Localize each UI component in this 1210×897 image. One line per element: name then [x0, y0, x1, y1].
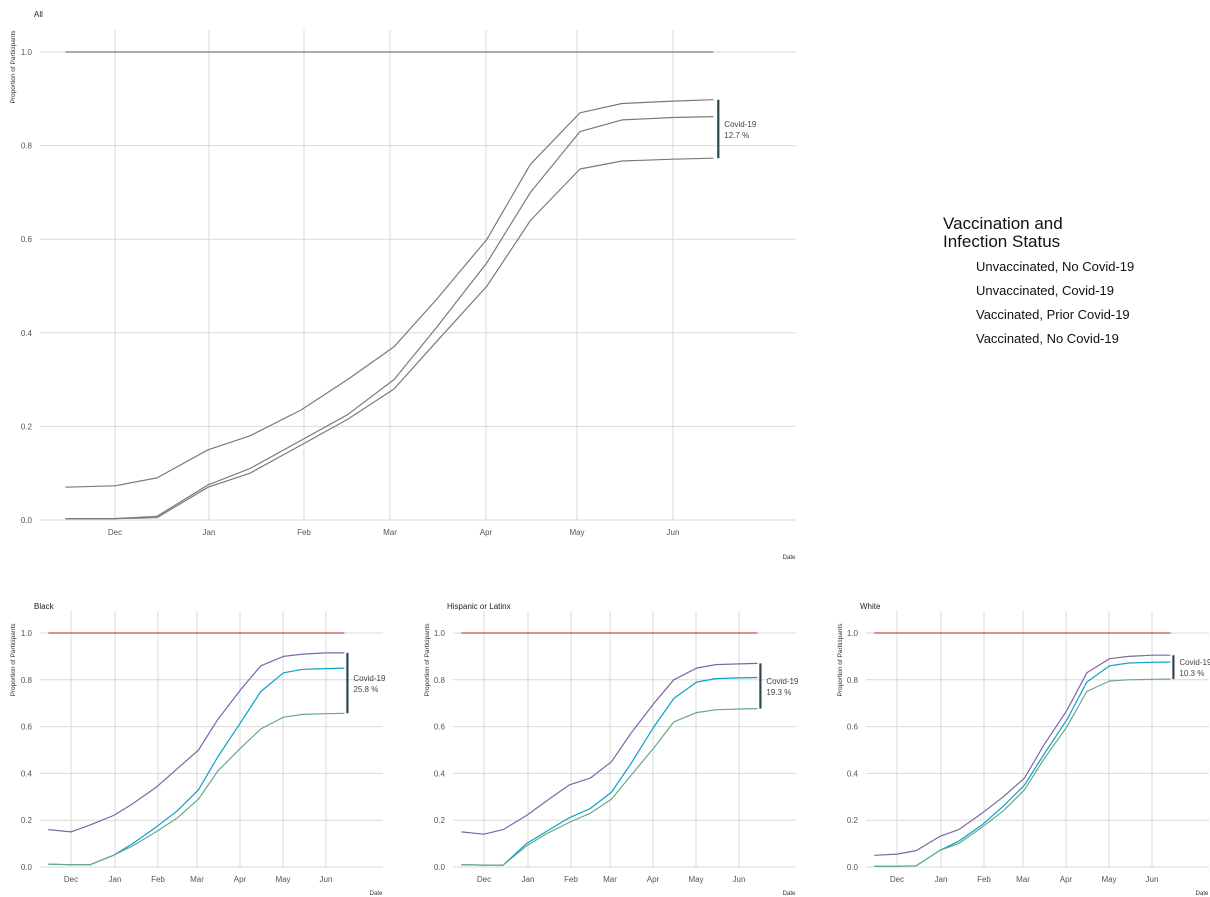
y-axis-label: Proportion of Participants	[10, 30, 17, 104]
x-tick-label: May	[569, 528, 584, 537]
x-tick-label: Apr	[647, 875, 660, 884]
bracket-label: Covid-19	[766, 677, 799, 686]
legend-item-unvaccinated-covid: Unvaccinated, Covid-19	[976, 283, 1115, 298]
series-line-3	[874, 678, 1171, 867]
x-axis-label: Date	[783, 891, 796, 897]
x-tick-label: Apr	[480, 528, 493, 537]
y-tick-label: 0.8	[847, 676, 859, 685]
chart-panel-1: 0.0 0.2 0.4 0.6 0.8 1.0 Dec Jan Feb Mar Apr May Jun B…	[10, 602, 386, 897]
y-tick-label: 0.4	[434, 769, 446, 778]
y-tick-label: 0.6	[21, 723, 33, 732]
x-tick-label: Feb	[564, 875, 578, 884]
panel-title: Hispanic or Latinx	[447, 602, 511, 611]
x-tick-label: Feb	[297, 528, 311, 537]
y-tick-label: 1.0	[21, 629, 33, 638]
panel-title: Black	[34, 602, 55, 611]
panel-title: All	[34, 10, 43, 19]
y-axis-label: Proportion of Participants	[837, 623, 844, 697]
legend-title: Vaccination and Infection Status	[943, 215, 1134, 251]
bracket-value: 10.3 %	[1179, 669, 1204, 678]
y-tick-label: 0.0	[434, 863, 446, 872]
y-tick-label: 0.0	[21, 863, 33, 872]
series-line-1	[874, 654, 1171, 856]
chart-panel-0: 0.0 0.2 0.4 0.6 0.8 1.0 Dec Jan Feb Mar Apr May Jun A…	[10, 10, 796, 561]
bracket-value: 12.7 %	[724, 131, 749, 140]
x-tick-label: Mar	[190, 875, 204, 884]
x-tick-label: Mar	[383, 528, 397, 537]
bracket-label: Covid-19	[353, 674, 386, 683]
y-tick-label: 0.2	[21, 816, 33, 825]
x-tick-label: May	[1101, 875, 1116, 884]
series-line-1	[461, 662, 758, 835]
y-tick-label: 0.8	[21, 142, 33, 151]
y-tick-label: 0.2	[847, 816, 859, 825]
y-tick-label: 0.0	[847, 863, 859, 872]
chart-panel-2: 0.0 0.2 0.4 0.6 0.8 1.0 Dec Jan Feb Mar Apr May Jun H…	[424, 602, 799, 897]
series-line-1	[65, 99, 714, 488]
x-tick-label: Feb	[151, 875, 165, 884]
x-tick-label: Jun	[733, 875, 746, 884]
series-line-1	[48, 652, 345, 833]
legend-title-line1: Vaccination and	[943, 214, 1063, 233]
bracket-value: 19.3 %	[766, 688, 791, 697]
x-tick-label: May	[688, 875, 703, 884]
y-tick-label: 0.4	[21, 769, 33, 778]
legend-item-vaccinated-no-covid: Vaccinated, No Covid-19	[976, 331, 1119, 346]
x-tick-label: Mar	[1016, 875, 1030, 884]
y-tick-label: 0.8	[434, 676, 446, 685]
x-tick-label: May	[275, 875, 290, 884]
x-tick-label: Dec	[108, 528, 122, 537]
x-axis-label: Date	[370, 891, 383, 897]
legend-item-unvaccinated-no-covid: Unvaccinated, No Covid-19	[976, 259, 1135, 274]
chart-panel-3: 0.0 0.2 0.4 0.6 0.8 1.0 Dec Jan Feb Mar Apr May Jun W…	[837, 602, 1210, 897]
y-tick-label: 0.0	[21, 516, 33, 525]
x-tick-label: Jan	[522, 875, 535, 884]
panel-title: White	[860, 602, 881, 611]
y-tick-label: 1.0	[21, 48, 33, 57]
series-line-3	[65, 157, 714, 520]
legend: Vaccination and Infection Status Unvacci…	[943, 215, 1134, 347]
x-tick-label: Jan	[935, 875, 948, 884]
series-line-2	[65, 116, 714, 520]
series-line-2	[461, 676, 758, 866]
legend-title-line2: Infection Status	[943, 232, 1061, 251]
x-tick-label: Apr	[1060, 875, 1073, 884]
y-tick-label: 0.4	[847, 769, 859, 778]
x-tick-label: Jun	[1146, 875, 1159, 884]
x-tick-label: Jan	[109, 875, 122, 884]
bracket-value: 25.8 %	[353, 685, 378, 694]
series-line-3	[48, 712, 345, 866]
y-axis-label: Proportion of Participants	[10, 623, 17, 697]
x-tick-label: Dec	[477, 875, 491, 884]
legend-item-vaccinated-prior-covid: Vaccinated, Prior Covid-19	[976, 307, 1130, 322]
series-line-3	[461, 708, 758, 866]
x-tick-label: Jun	[667, 528, 680, 537]
bracket-label: Covid-19	[724, 120, 757, 129]
x-tick-label: Apr	[234, 875, 247, 884]
x-axis-label: Date	[1196, 891, 1209, 897]
y-tick-label: 0.4	[21, 329, 33, 338]
bracket-label: Covid-19	[1179, 658, 1210, 667]
y-tick-label: 0.2	[434, 816, 446, 825]
y-tick-label: 0.2	[21, 422, 33, 431]
x-axis-label: Date	[783, 555, 796, 561]
x-tick-label: Jun	[320, 875, 333, 884]
y-tick-label: 1.0	[847, 629, 859, 638]
series-line-2	[48, 667, 345, 866]
x-tick-label: Mar	[603, 875, 617, 884]
x-tick-label: Feb	[977, 875, 991, 884]
y-tick-label: 0.8	[21, 676, 33, 685]
y-axis-label: Proportion of Participants	[424, 623, 431, 697]
x-tick-label: Jan	[203, 528, 216, 537]
y-tick-label: 0.6	[434, 723, 446, 732]
y-tick-label: 1.0	[434, 629, 446, 638]
x-tick-label: Dec	[890, 875, 904, 884]
x-tick-label: Dec	[64, 875, 78, 884]
y-tick-label: 0.6	[21, 235, 33, 244]
y-tick-label: 0.6	[847, 723, 859, 732]
series-line-2	[874, 661, 1171, 867]
